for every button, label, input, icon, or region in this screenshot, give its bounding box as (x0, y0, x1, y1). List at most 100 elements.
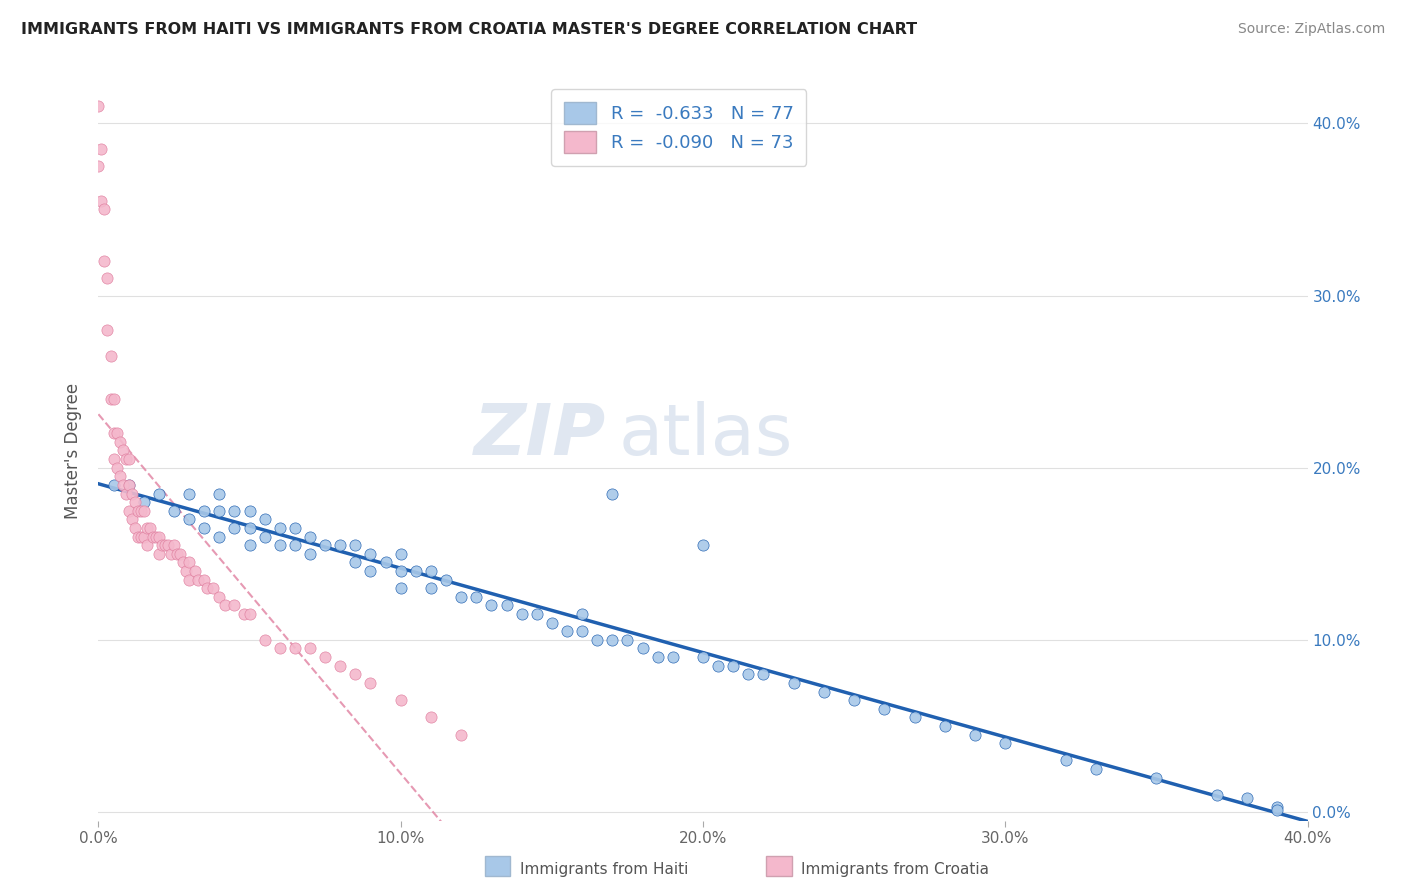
Point (100, 349, 122, 363)
Point (1144, 771, 1167, 785)
Point (208, 590, 231, 604)
Point (389, 581, 412, 595)
Point (239, 504, 262, 518)
Point (661, 650, 683, 665)
Text: IMMIGRANTS FROM HAITI VS IMMIGRANTS FROM CROATIA MASTER'S DEGREE CORRELATION CHA: IMMIGRANTS FROM HAITI VS IMMIGRANTS FROM… (21, 22, 917, 37)
Point (105, 460, 128, 475)
Point (389, 547, 412, 561)
Point (193, 521, 215, 535)
Point (239, 607, 262, 621)
Point (1085, 762, 1108, 776)
Point (232, 607, 254, 621)
Y-axis label: Master's Degree: Master's Degree (65, 383, 83, 518)
Point (284, 641, 307, 656)
Point (121, 486, 143, 500)
Point (121, 512, 143, 526)
Point (647, 650, 669, 665)
Point (129, 530, 152, 544)
Point (139, 521, 162, 535)
Point (202, 581, 225, 595)
Point (389, 564, 412, 578)
Point (1206, 788, 1229, 802)
Point (103, 426, 125, 441)
Point (163, 504, 186, 518)
Point (195, 581, 218, 595)
Point (360, 547, 382, 561)
Point (224, 599, 246, 613)
Point (187, 573, 209, 587)
Point (224, 504, 246, 518)
Point (132, 504, 155, 518)
Point (208, 530, 231, 544)
Point (179, 486, 201, 500)
Point (737, 667, 759, 681)
Point (253, 530, 276, 544)
Point (420, 710, 443, 724)
Point (1054, 753, 1077, 767)
Point (360, 564, 382, 578)
Point (103, 452, 125, 467)
Point (127, 530, 149, 544)
Legend: R =  -0.633   N = 77, R =  -0.090   N = 73: R = -0.633 N = 77, R = -0.090 N = 73 (551, 89, 807, 166)
Point (360, 676, 382, 690)
Point (299, 530, 322, 544)
Point (153, 538, 176, 552)
Point (179, 512, 201, 526)
Point (965, 727, 987, 741)
Point (132, 495, 155, 509)
Point (103, 392, 125, 406)
Point (602, 632, 624, 647)
Point (1267, 803, 1289, 817)
Point (481, 599, 503, 613)
Point (1236, 791, 1258, 805)
Point (193, 573, 215, 587)
Point (253, 632, 276, 647)
Point (299, 641, 322, 656)
Point (100, 392, 122, 406)
Point (813, 684, 835, 698)
Point (344, 538, 367, 552)
Point (344, 667, 367, 681)
Point (118, 504, 141, 518)
Point (179, 573, 201, 587)
Point (239, 521, 262, 535)
Point (420, 581, 443, 595)
Point (571, 607, 593, 621)
Point (465, 590, 488, 604)
Point (314, 538, 336, 552)
Point (124, 495, 146, 509)
Point (172, 555, 194, 569)
Point (269, 641, 291, 656)
Point (118, 478, 141, 492)
Point (145, 530, 167, 544)
Point (148, 547, 170, 561)
Point (844, 693, 866, 707)
Point (208, 486, 231, 500)
Point (269, 521, 291, 535)
Point (405, 564, 427, 578)
Point (994, 736, 1017, 750)
Point (93, 254, 115, 268)
Point (224, 521, 246, 535)
Point (284, 538, 307, 552)
Point (526, 607, 548, 621)
Point (602, 486, 624, 500)
Point (193, 504, 215, 518)
Point (90, 194, 112, 208)
Point (692, 650, 714, 665)
Point (723, 658, 745, 673)
Point (450, 727, 472, 741)
Point (96, 323, 118, 337)
Point (495, 599, 517, 613)
Point (299, 547, 322, 561)
Point (103, 478, 125, 492)
Point (142, 530, 165, 544)
Point (87, 99, 110, 113)
Point (184, 564, 207, 578)
Point (707, 658, 730, 673)
Point (1267, 800, 1289, 814)
Point (150, 538, 173, 552)
Point (118, 452, 141, 467)
Point (129, 504, 152, 518)
Point (96, 271, 118, 285)
